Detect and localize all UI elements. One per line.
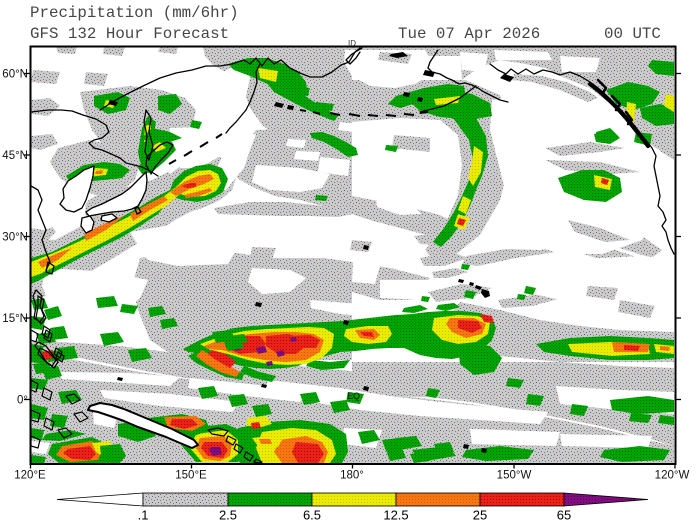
svg-text:.1: .1: [138, 508, 149, 523]
svg-text:65: 65: [557, 508, 571, 523]
svg-text:12.5: 12.5: [383, 508, 408, 523]
svg-text:GFS 132 Hour Forecast: GFS 132 Hour Forecast: [30, 25, 229, 43]
svg-text:60°N: 60°N: [2, 69, 28, 81]
svg-text:Precipitation (mm/6hr): Precipitation (mm/6hr): [30, 4, 239, 22]
svg-text:120°W: 120°W: [655, 470, 690, 482]
svg-text:30°N: 30°N: [2, 232, 28, 244]
svg-text:Tue 07 Apr 2026: Tue 07 Apr 2026: [398, 25, 540, 43]
svg-text:15°N: 15°N: [2, 313, 28, 325]
svg-text:6.5: 6.5: [303, 508, 321, 523]
svg-text:00 UTC: 00 UTC: [604, 25, 661, 43]
svg-text:45°N: 45°N: [2, 150, 28, 162]
svg-text:25: 25: [473, 508, 487, 523]
svg-text:EQ: EQ: [347, 391, 360, 401]
svg-text:120°E: 120°E: [14, 470, 46, 482]
svg-text:150°E: 150°E: [175, 470, 207, 482]
svg-text:ID: ID: [348, 39, 356, 48]
svg-text:180°: 180°: [340, 470, 364, 482]
svg-text:2.5: 2.5: [219, 508, 237, 523]
svg-text:0°: 0°: [17, 395, 28, 407]
svg-text:150°W: 150°W: [497, 470, 532, 482]
